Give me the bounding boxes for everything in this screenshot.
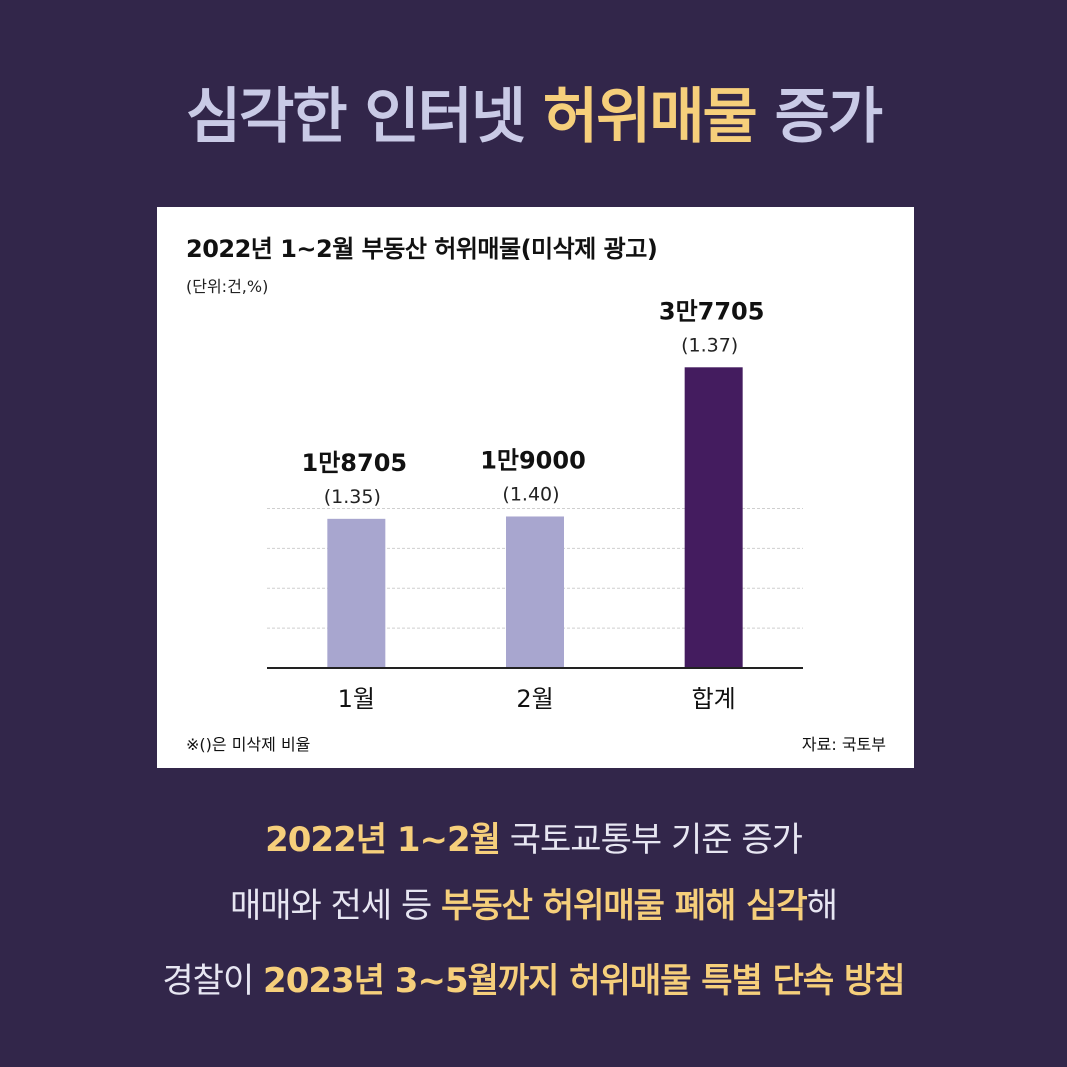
ratio-label-2: (1.40) [502, 483, 559, 505]
summary-line-2: 매매와 전세 등 부동산 허위매물 폐해 심각해 [0, 878, 1067, 927]
bar-2 [506, 516, 564, 668]
ratio-label-1: (1.35) [324, 486, 381, 508]
summary-line-1-segment-2: 국토교통부 기준 증가 [499, 820, 803, 860]
bar-3 [684, 367, 743, 668]
x-tick-label-2: 2월 [516, 685, 553, 713]
headline-highlight: 허위매물 [542, 82, 758, 152]
chart-footnote: ※()은 미삭제 비율 [186, 735, 311, 754]
summary-line-3-segment-1: 경찰이 [162, 961, 264, 1001]
summary-line-1: 2022년 1~2월 국토교통부 기준 증가 [0, 812, 1067, 861]
headline: 심각한 인터넷 허위매물 증가 [0, 68, 1067, 155]
bar-1 [327, 518, 386, 668]
summary-line-3: 경찰이 2023년 3~5월까지 허위매물 특별 단속 방침 [0, 953, 1067, 1002]
value-label-3: 3만7705 [659, 297, 765, 325]
summary-line-2-segment-2: 부동산 허위매물 폐해 심각 [441, 886, 808, 926]
value-label-1: 1만8705 [302, 449, 408, 477]
chart-unit: (단위:건,%) [186, 277, 269, 296]
summary-line-2-segment-3: 해 [806, 886, 838, 926]
bar-chart: 1만8705 (1.35) 1월 1만9000 (1.40) 2월 3만7705 (1.37)… [267, 297, 803, 713]
chart-title: 2022년 1~2월 부동산 허위매물(미삭제 광고) [186, 235, 658, 263]
headline-part1: 심각한 인터넷 [185, 82, 543, 152]
summary-line-3-segment-2: 2023년 3~5월까지 허위매물 특별 단속 방침 [263, 961, 906, 1001]
summary-line-2-segment-1: 매매와 전세 등 [230, 886, 442, 926]
value-label-2: 1만9000 [480, 446, 586, 474]
x-tick-label-3: 합계 [692, 685, 736, 713]
headline-part2: 증가 [755, 82, 883, 152]
x-tick-label-1: 1월 [338, 685, 375, 713]
chart-source: 자료: 국토부 [801, 735, 886, 754]
chart-card: 2022년 1~2월 부동산 허위매물(미삭제 광고) (단위:건,%) 1만8… [157, 207, 914, 768]
ratio-label-3: (1.37) [681, 334, 738, 356]
summary-line-1-segment-1: 2022년 1~2월 [265, 820, 501, 860]
